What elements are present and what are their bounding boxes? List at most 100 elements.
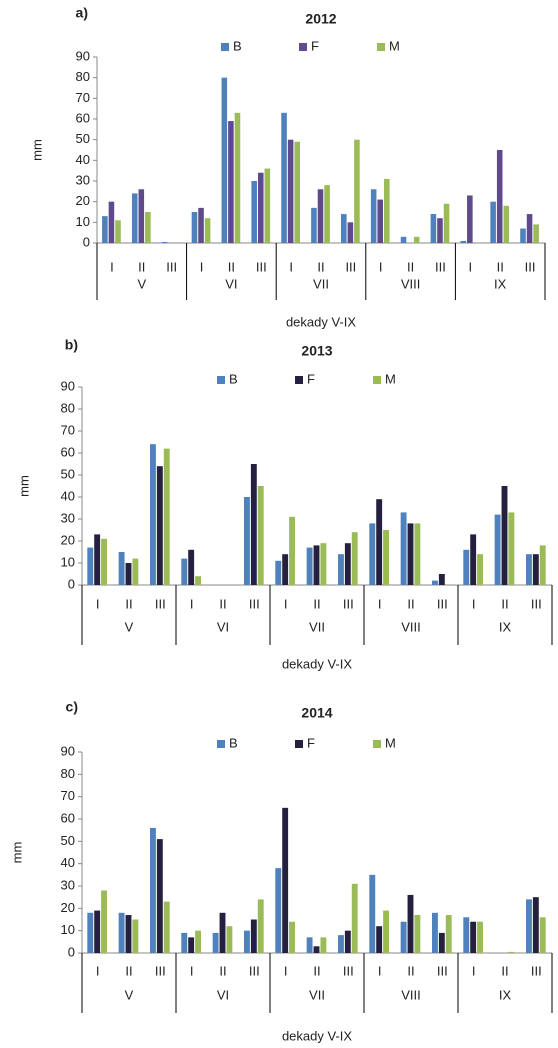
x-tick-label: II xyxy=(407,259,414,274)
bar xyxy=(508,512,515,585)
y-tick-label: 10 xyxy=(61,554,75,569)
bar xyxy=(463,917,470,953)
bar xyxy=(376,926,383,953)
bar xyxy=(156,466,163,585)
bar xyxy=(161,241,168,243)
bar xyxy=(108,201,115,243)
bar xyxy=(414,915,421,953)
x-tick-label: II xyxy=(125,596,132,611)
x-tick-label: II xyxy=(228,259,235,274)
bar xyxy=(87,912,94,953)
x-tick-label: I xyxy=(472,596,476,611)
bar xyxy=(520,228,526,243)
bar xyxy=(264,168,271,243)
x-tick-label: I xyxy=(379,259,383,274)
bar xyxy=(115,220,121,243)
bar xyxy=(181,932,188,953)
x-tick-label: I xyxy=(472,963,476,978)
bar xyxy=(344,930,351,953)
x-tick-label: III xyxy=(435,259,446,274)
y-tick-label: 40 xyxy=(61,855,75,870)
bar xyxy=(438,574,445,585)
x-tick-label: II xyxy=(219,963,226,978)
bar xyxy=(430,214,437,243)
x-tick-label: II xyxy=(125,963,132,978)
x-tick-label: II xyxy=(138,259,145,274)
bar xyxy=(275,868,282,953)
legend-swatch xyxy=(295,740,303,748)
y-tick-label: 80 xyxy=(76,69,90,84)
bar xyxy=(337,554,344,585)
x-tick-label: III xyxy=(531,596,542,611)
bar xyxy=(400,921,407,953)
legend-label: F xyxy=(307,735,315,750)
bar xyxy=(313,545,320,585)
bar xyxy=(195,930,202,953)
legend-label: F xyxy=(307,371,315,386)
y-tick-label: 60 xyxy=(61,810,75,825)
legend-label: B xyxy=(233,38,242,53)
bar xyxy=(251,181,257,243)
legend-label: M xyxy=(385,735,396,750)
bar xyxy=(181,558,188,585)
y-tick-label: 80 xyxy=(61,766,75,781)
bar xyxy=(257,899,264,953)
bar xyxy=(494,514,501,585)
bar xyxy=(369,523,376,585)
group-label: VI xyxy=(217,619,229,634)
bar xyxy=(490,201,496,243)
y-tick-label: 40 xyxy=(61,488,75,503)
x-tick-label: I xyxy=(284,596,288,611)
bar xyxy=(101,890,108,953)
y-axis-label: mm xyxy=(16,475,31,497)
x-tick-label: II xyxy=(313,963,320,978)
bar xyxy=(320,937,327,953)
y-tick-label: 50 xyxy=(61,833,75,848)
legend-swatch xyxy=(373,376,381,384)
bar xyxy=(228,121,234,243)
bar xyxy=(501,486,508,585)
x-axis-label: dekady V-IX xyxy=(282,656,352,671)
bar xyxy=(525,554,532,585)
bar xyxy=(219,912,226,953)
bar xyxy=(532,554,539,585)
y-axis-label: mm xyxy=(9,842,24,864)
x-tick-label: III xyxy=(525,259,536,274)
bar xyxy=(370,189,377,243)
group-label: IX xyxy=(499,619,512,634)
x-tick-label: III xyxy=(343,963,354,978)
group-label: VIII xyxy=(401,619,421,634)
bar xyxy=(532,897,539,953)
bar xyxy=(212,932,219,953)
bar xyxy=(257,486,264,585)
bar xyxy=(287,139,294,243)
bar xyxy=(188,937,195,953)
y-tick-label: 20 xyxy=(76,193,90,208)
x-tick-label: II xyxy=(497,259,504,274)
y-tick-label: 0 xyxy=(83,234,90,249)
bar xyxy=(163,901,170,953)
y-tick-label: 70 xyxy=(76,90,90,105)
x-tick-label: III xyxy=(256,259,267,274)
bar xyxy=(132,558,139,585)
bar xyxy=(437,218,443,243)
x-tick-label: I xyxy=(190,963,194,978)
x-tick-label: I xyxy=(200,259,204,274)
bar xyxy=(118,912,125,953)
bar xyxy=(377,199,384,243)
legend-label: M xyxy=(389,38,400,53)
bar xyxy=(131,193,138,243)
group-label: VI xyxy=(225,276,237,291)
bar xyxy=(383,530,390,585)
bar xyxy=(198,207,204,243)
y-tick-label: 50 xyxy=(76,131,90,146)
x-tick-label: I xyxy=(284,963,288,978)
x-tick-label: II xyxy=(313,596,320,611)
x-tick-label: II xyxy=(407,963,414,978)
bar xyxy=(496,150,503,243)
bar xyxy=(221,77,228,244)
panel-label: b) xyxy=(65,337,78,353)
x-tick-label: II xyxy=(501,596,508,611)
bar xyxy=(226,926,233,953)
